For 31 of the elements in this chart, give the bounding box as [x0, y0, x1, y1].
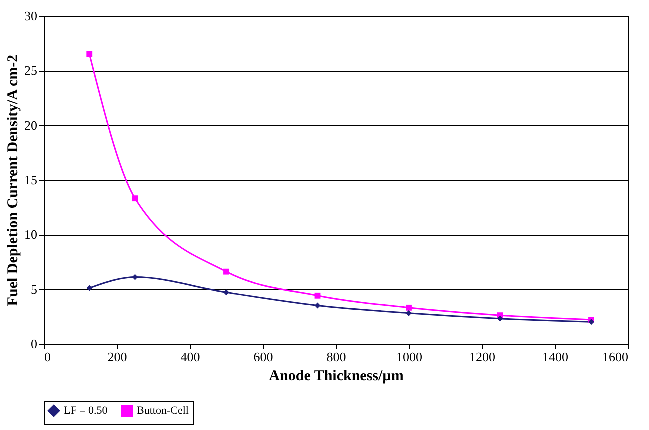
point	[406, 310, 412, 316]
y-axis-title: Fuel Depletion Current Density/A cm-2	[6, 54, 22, 306]
point	[406, 304, 412, 311]
y-tick-label: 20	[24, 118, 38, 133]
legend-label: LF = 0.50	[64, 405, 108, 417]
x-tick-label: 200	[108, 350, 128, 364]
x-tick-label: 0	[44, 350, 51, 364]
legend-label: Button-Cell	[137, 405, 189, 417]
x-tick-label: 1400	[542, 350, 568, 364]
point	[132, 274, 138, 280]
x-tick-label: 1000	[396, 350, 422, 364]
y-tick-label: 30	[24, 8, 38, 24]
y-tick-label: 25	[24, 63, 38, 78]
x-tick-label: 600	[254, 350, 274, 364]
y-tick-label: 5	[31, 282, 38, 297]
point	[132, 196, 138, 202]
x-tick-label: 1200	[470, 350, 496, 364]
y-tick-label: 10	[24, 227, 38, 242]
x-axis-title: Anode Thickness/µm	[269, 368, 404, 384]
point	[224, 290, 230, 296]
point	[588, 319, 594, 326]
y-tick-label: 0	[31, 336, 38, 352]
point	[86, 285, 93, 292]
point	[224, 268, 230, 275]
x-tick-label: 400	[180, 350, 200, 364]
x-tick-label: 1600	[602, 350, 628, 364]
x-tick-label: 800	[326, 350, 346, 364]
point	[86, 51, 93, 58]
point	[314, 292, 321, 299]
point	[497, 316, 504, 322]
y-tick-label: 15	[24, 172, 38, 188]
